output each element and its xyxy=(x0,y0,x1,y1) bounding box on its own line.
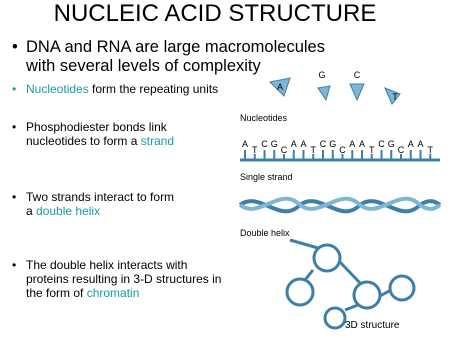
figure-label: Single strand xyxy=(240,172,293,182)
strand-letter: C xyxy=(281,145,288,155)
slide-title: NUCLEIC ACID STRUCTURE xyxy=(53,0,377,27)
bullet-text: Phosphodiester bonds link nucleotides to… xyxy=(26,120,167,148)
strand-letter: A xyxy=(300,139,306,149)
strand-letter: A xyxy=(408,139,414,149)
strand-letter: C xyxy=(378,139,385,149)
bullet-highlight: Nucleotides xyxy=(26,82,89,96)
strand-letter: G xyxy=(388,139,395,149)
strand-letter: C xyxy=(339,145,346,155)
strand-letter: C xyxy=(320,139,327,149)
strand-letter: T xyxy=(252,145,258,155)
strand-letter: A xyxy=(349,139,355,149)
figure-label: Nucleotides xyxy=(240,113,288,123)
nucleotide-letter: T xyxy=(392,92,398,102)
chromatin xyxy=(285,238,416,330)
bullet: The double helix interacts with proteins… xyxy=(12,258,231,300)
strand-letter: A xyxy=(291,139,297,149)
bullet-text: DNA and RNA are large macromolecules wit… xyxy=(26,38,325,75)
strand-letter: A xyxy=(359,139,365,149)
bullet: Nucleotides form the repeating units xyxy=(12,82,246,96)
bullet-text: form the repeating units xyxy=(88,82,219,96)
bullet-text: Two strands interact to form a xyxy=(26,190,175,218)
strand-letter: G xyxy=(329,139,336,149)
bullet: Phosphodiester bonds link nucleotides to… xyxy=(12,120,201,148)
strand-letter: G xyxy=(271,139,278,149)
nucleotide-letter: A xyxy=(277,82,283,92)
bullet-highlight: chromatin xyxy=(86,286,140,300)
strand-letter: T xyxy=(369,145,375,155)
bullet: DNA and RNA are large macromolecules wit… xyxy=(12,38,356,76)
strand-letter: C xyxy=(261,139,268,149)
nucleotide-icons xyxy=(268,77,401,105)
bullet-highlight: double helix xyxy=(36,204,101,218)
strand-letter: A xyxy=(417,139,423,149)
bullet: Two strands interact to form a double he… xyxy=(12,190,176,218)
strand-letter: T xyxy=(428,145,434,155)
nucleotide-letter: G xyxy=(318,70,325,80)
bullet-highlight: strand xyxy=(140,134,175,148)
figure-label: 3D structure xyxy=(345,320,400,331)
strand-letter: T xyxy=(311,145,317,155)
helix-strand xyxy=(238,196,442,211)
bullet-text: The double helix interacts with proteins… xyxy=(26,258,222,300)
figure-label: Double helix xyxy=(240,228,290,238)
strand-letter: C xyxy=(398,145,405,155)
strand-letter: A xyxy=(242,139,248,149)
nucleotide-letter: C xyxy=(354,70,361,80)
